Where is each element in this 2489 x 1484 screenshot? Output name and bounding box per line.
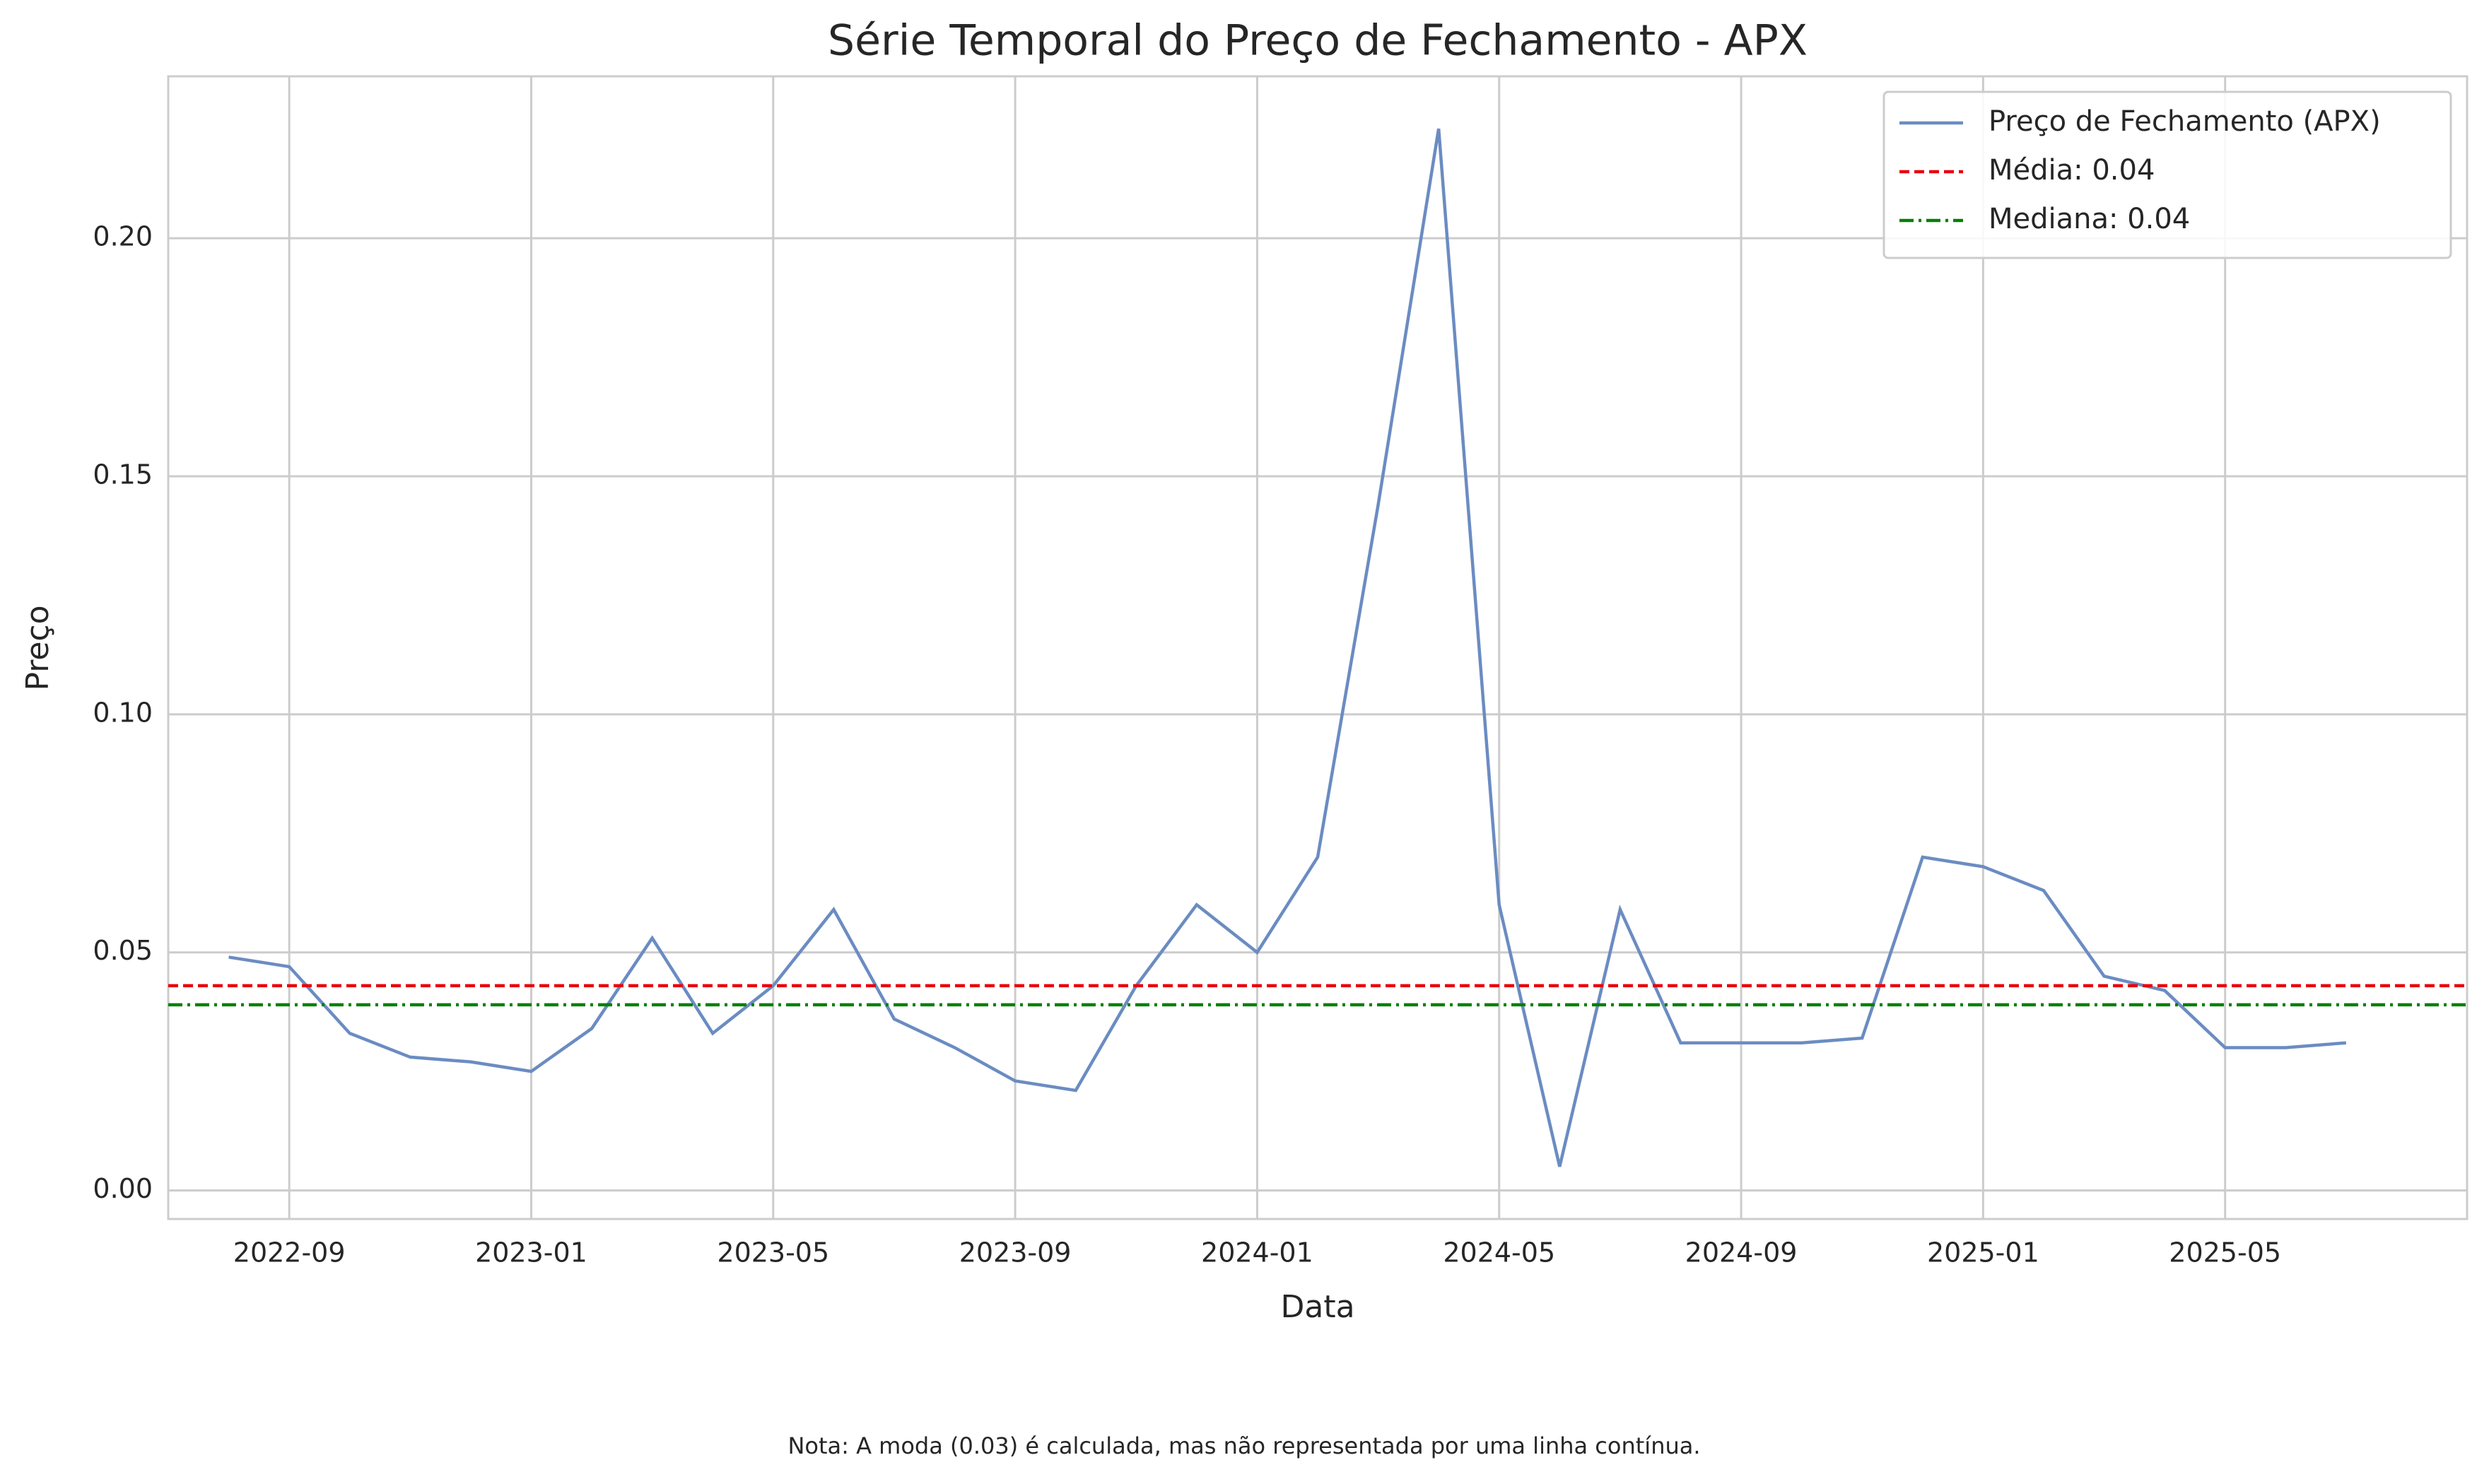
y-tick-label: 0.10 bbox=[93, 697, 153, 728]
x-tick-label: 2024-01 bbox=[1201, 1237, 1313, 1268]
x-tick-label: 2023-09 bbox=[959, 1237, 1072, 1268]
chart-title: Série Temporal do Preço de Fechamento - … bbox=[828, 16, 1808, 66]
legend-label: Preço de Fechamento (APX) bbox=[1989, 105, 2381, 138]
note: Nota: A moda (0.03) é calculada, mas não… bbox=[787, 1432, 1700, 1459]
x-axis-label: Data bbox=[1280, 1289, 1354, 1325]
legend-label: Mediana: 0.04 bbox=[1989, 203, 2190, 235]
x-tick-label: 2025-05 bbox=[2169, 1237, 2281, 1268]
y-tick-label: 0.15 bbox=[93, 459, 153, 490]
x-tick-label: 2024-09 bbox=[1685, 1237, 1798, 1268]
y-tick-label: 0.20 bbox=[93, 221, 153, 252]
x-tick-label: 2023-01 bbox=[475, 1237, 587, 1268]
plot-frame bbox=[167, 75, 2468, 1220]
x-tick-label: 2023-05 bbox=[717, 1237, 829, 1268]
legend-box bbox=[1882, 90, 2452, 259]
y-tick-label: 0.00 bbox=[93, 1173, 153, 1204]
x-tick-label: 2022-09 bbox=[233, 1237, 346, 1268]
x-tick-label: 2025-01 bbox=[1927, 1237, 2039, 1268]
y-axis-label: Preço bbox=[20, 605, 56, 690]
price-line bbox=[228, 128, 2347, 1167]
x-tick-label: 2024-05 bbox=[1443, 1237, 1555, 1268]
legend-label: Média: 0.04 bbox=[1989, 154, 2155, 187]
y-tick-label: 0.05 bbox=[93, 935, 153, 966]
